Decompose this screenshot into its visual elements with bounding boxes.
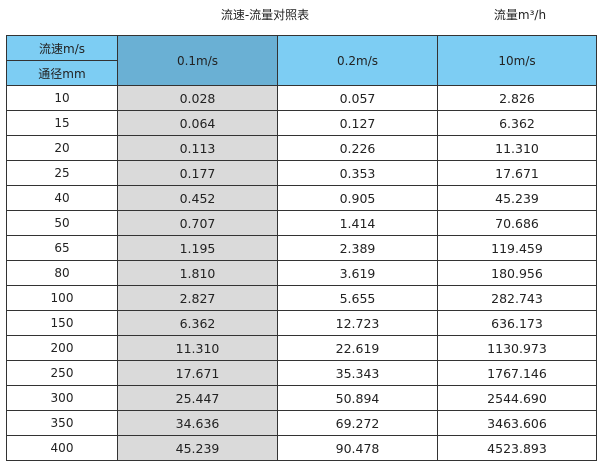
flow-cell: 6.362 bbox=[437, 110, 597, 136]
diameter-header: 通径mm bbox=[6, 60, 118, 86]
flow-cell: 0.353 bbox=[277, 160, 438, 186]
table-row: 65 1.195 2.389 119.459 bbox=[6, 235, 597, 261]
diameter-cell: 350 bbox=[6, 410, 118, 436]
flow-table: 流速m/s 0.1m/s 0.2m/s 10m/s 通径mm 10 0.028 0.… bbox=[6, 35, 597, 461]
table-row: 400 45.239 90.478 4523.893 bbox=[6, 435, 597, 461]
flow-cell: 0.177 bbox=[117, 160, 278, 186]
table-row: 10 0.028 0.057 2.826 bbox=[6, 85, 597, 111]
diameter-cell: 80 bbox=[6, 260, 118, 286]
table-row: 40 0.452 0.905 45.239 bbox=[6, 185, 597, 211]
flow-cell: 636.173 bbox=[437, 310, 597, 336]
flow-cell: 34.636 bbox=[117, 410, 278, 436]
table-row: 20 0.113 0.226 11.310 bbox=[6, 135, 597, 161]
flow-cell: 0.057 bbox=[277, 85, 438, 111]
flow-cell: 2.826 bbox=[437, 85, 597, 111]
diameter-cell: 25 bbox=[6, 160, 118, 186]
flow-cell: 35.343 bbox=[277, 360, 438, 386]
flow-cell: 0.127 bbox=[277, 110, 438, 136]
table-row: 15 0.064 0.127 6.362 bbox=[6, 110, 597, 136]
flow-cell: 1.195 bbox=[117, 235, 278, 261]
diameter-cell: 10 bbox=[6, 85, 118, 111]
table-title: 流速-流量对照表 bbox=[220, 8, 310, 22]
flow-cell: 6.362 bbox=[117, 310, 278, 336]
flow-cell: 50.894 bbox=[277, 385, 438, 411]
flow-cell: 0.707 bbox=[117, 210, 278, 236]
flow-cell: 0.064 bbox=[117, 110, 278, 136]
flow-cell: 0.226 bbox=[277, 135, 438, 161]
velocity-header: 流速m/s bbox=[6, 35, 118, 61]
flow-cell: 2.389 bbox=[277, 235, 438, 261]
header-row: 流速m/s 0.1m/s 0.2m/s 10m/s bbox=[6, 35, 597, 86]
table-row: 250 17.671 35.343 1767.146 bbox=[6, 360, 597, 386]
column-header: 10m/s bbox=[437, 35, 597, 86]
flow-cell: 69.272 bbox=[277, 410, 438, 436]
table-row: 350 34.636 69.272 3463.606 bbox=[6, 410, 597, 436]
flow-cell: 180.956 bbox=[437, 260, 597, 286]
flow-cell: 3.619 bbox=[277, 260, 438, 286]
flow-cell: 282.743 bbox=[437, 285, 597, 311]
diameter-cell: 100 bbox=[6, 285, 118, 311]
flow-cell: 17.671 bbox=[437, 160, 597, 186]
flow-cell: 45.239 bbox=[117, 435, 278, 461]
flow-cell: 1130.973 bbox=[437, 335, 597, 361]
flow-cell: 0.113 bbox=[117, 135, 278, 161]
diameter-cell: 65 bbox=[6, 235, 118, 261]
flow-cell: 11.310 bbox=[117, 335, 278, 361]
flow-cell: 1767.146 bbox=[437, 360, 597, 386]
flow-cell: 0.028 bbox=[117, 85, 278, 111]
flow-cell: 12.723 bbox=[277, 310, 438, 336]
table-row: 25 0.177 0.353 17.671 bbox=[6, 160, 597, 186]
column-header: 0.2m/s bbox=[277, 35, 438, 86]
table-row: 80 1.810 3.619 180.956 bbox=[6, 260, 597, 286]
table-row: 50 0.707 1.414 70.686 bbox=[6, 210, 597, 236]
diameter-cell: 40 bbox=[6, 185, 118, 211]
header-row: 通径mm bbox=[6, 60, 597, 86]
flow-cell: 2.827 bbox=[117, 285, 278, 311]
table-row: 200 11.310 22.619 1130.973 bbox=[6, 335, 597, 361]
flow-cell: 90.478 bbox=[277, 435, 438, 461]
flow-cell: 11.310 bbox=[437, 135, 597, 161]
flow-cell: 1.414 bbox=[277, 210, 438, 236]
flow-cell: 0.452 bbox=[117, 185, 278, 211]
diameter-cell: 200 bbox=[6, 335, 118, 361]
table-row: 100 2.827 5.655 282.743 bbox=[6, 285, 597, 311]
flow-cell: 45.239 bbox=[437, 185, 597, 211]
flow-cell: 5.655 bbox=[277, 285, 438, 311]
flow-cell: 0.905 bbox=[277, 185, 438, 211]
diameter-cell: 20 bbox=[6, 135, 118, 161]
unit-label: 流量m³/h bbox=[493, 8, 547, 22]
diameter-cell: 400 bbox=[6, 435, 118, 461]
flow-cell: 1.810 bbox=[117, 260, 278, 286]
table-row: 300 25.447 50.894 2544.690 bbox=[6, 385, 597, 411]
flow-cell: 3463.606 bbox=[437, 410, 597, 436]
flow-cell: 119.459 bbox=[437, 235, 597, 261]
flow-cell: 17.671 bbox=[117, 360, 278, 386]
diameter-cell: 300 bbox=[6, 385, 118, 411]
diameter-cell: 250 bbox=[6, 360, 118, 386]
table-row: 150 6.362 12.723 636.173 bbox=[6, 310, 597, 336]
flow-cell: 70.686 bbox=[437, 210, 597, 236]
diameter-cell: 50 bbox=[6, 210, 118, 236]
flow-cell: 22.619 bbox=[277, 335, 438, 361]
diameter-cell: 150 bbox=[6, 310, 118, 336]
diameter-cell: 15 bbox=[6, 110, 118, 136]
flow-cell: 2544.690 bbox=[437, 385, 597, 411]
flow-cell: 25.447 bbox=[117, 385, 278, 411]
column-header: 0.1m/s bbox=[117, 35, 278, 86]
flow-cell: 4523.893 bbox=[437, 435, 597, 461]
